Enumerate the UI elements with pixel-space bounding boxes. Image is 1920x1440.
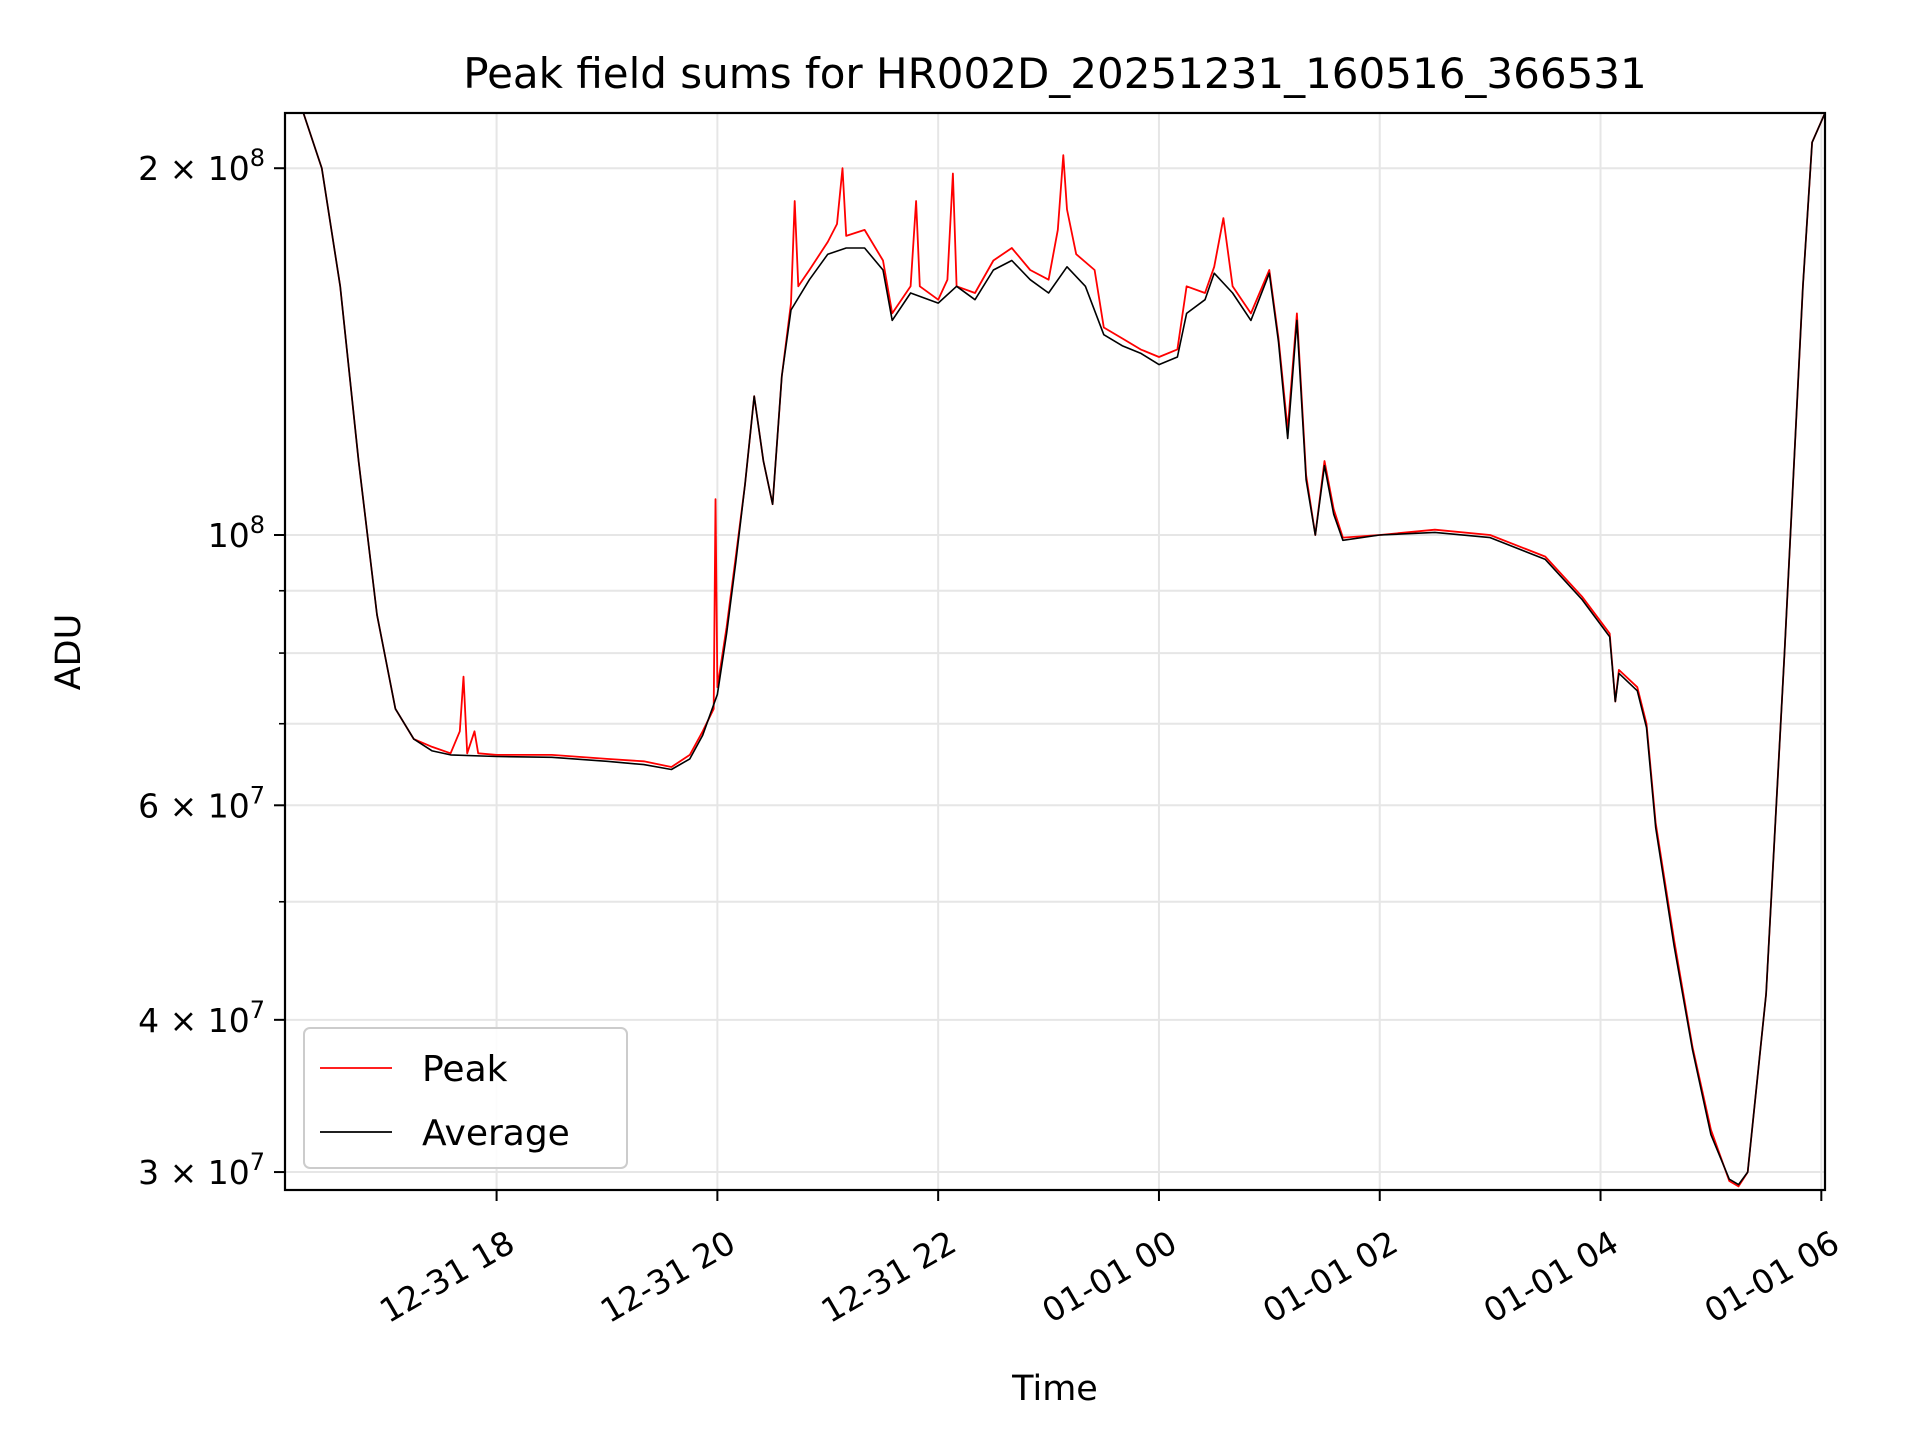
series-layer — [285, 113, 1825, 1188]
plot-frame — [283, 111, 1827, 1192]
y-tick-label: 2 × 108 — [138, 144, 265, 188]
legend: Peak Average — [303, 1027, 628, 1169]
y-axis-label: ADU — [49, 614, 89, 691]
legend-label-peak: Peak — [422, 1049, 508, 1090]
x-axis-label: Time — [1011, 1369, 1098, 1409]
y-tick-label: 108 — [208, 511, 265, 555]
y-axis: 2 × 108 108 6 × 107 4 × 107 3 × 107 — [138, 144, 285, 1192]
chart-title: Peak field sums for HR002D_20251231_1605… — [463, 49, 1647, 98]
y-tick-label: 4 × 107 — [138, 996, 265, 1040]
grid — [285, 113, 1825, 1190]
series-line-peak — [285, 113, 1825, 1188]
legend-box — [303, 1027, 628, 1169]
series-line-average — [285, 113, 1825, 1186]
y-tick-label: 3 × 107 — [138, 1148, 265, 1192]
y-tick-label: 6 × 107 — [138, 781, 265, 825]
legend-label-average: Average — [422, 1113, 570, 1154]
